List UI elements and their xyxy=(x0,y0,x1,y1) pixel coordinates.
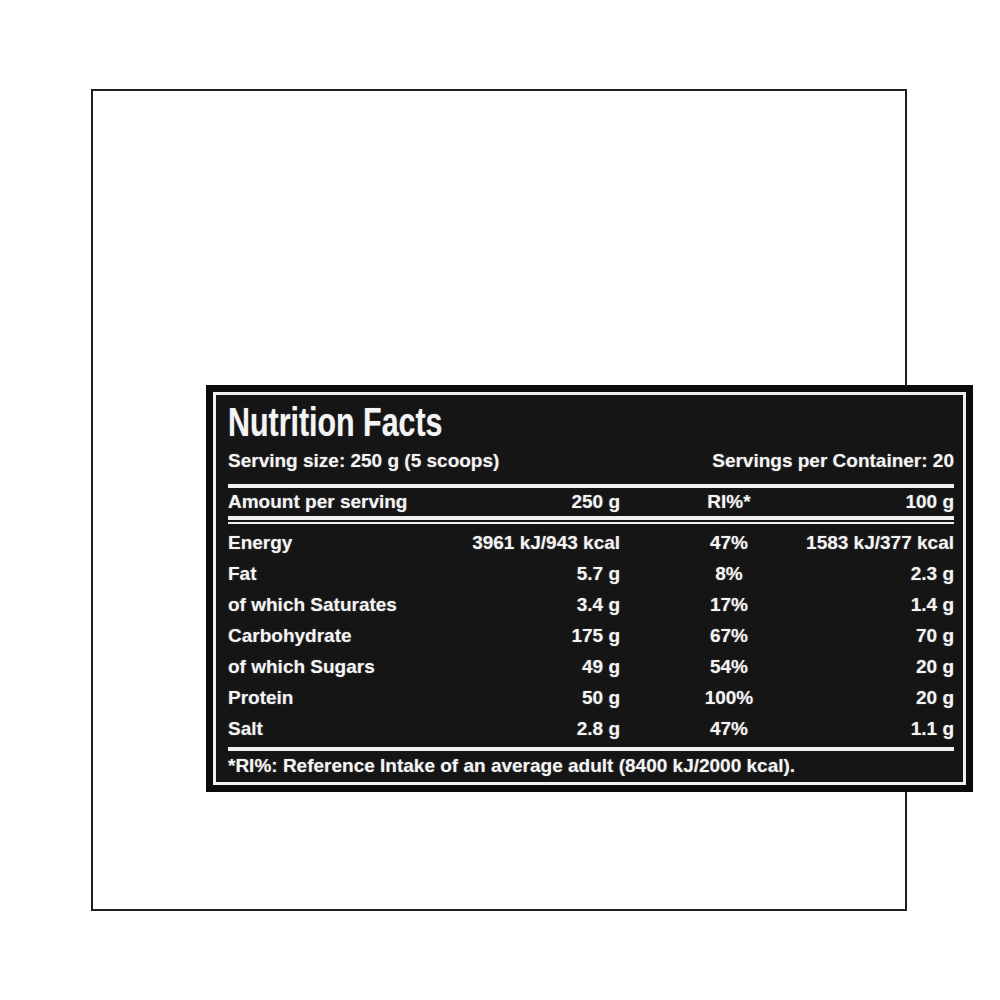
value-per-100g: 1.1 g xyxy=(911,713,954,744)
value-ri-percent: 67% xyxy=(710,620,748,651)
table-row-sugars: of which Sugars 49 g 54% 20 g xyxy=(228,651,954,682)
nutrient-rows: Energy 3961 kJ/943 kcal 47% 1583 kJ/377 … xyxy=(228,527,954,744)
value-per-serving: 49 g xyxy=(582,651,620,682)
table-row-protein: Protein 50 g 100% 20 g xyxy=(228,682,954,713)
header-per-100g: 100 g xyxy=(905,488,954,515)
table-row-energy: Energy 3961 kJ/943 kcal 47% 1583 kJ/377 … xyxy=(228,527,954,558)
servings-per-container-text: Servings per Container: 20 xyxy=(712,449,954,472)
value-per-serving: 175 g xyxy=(571,620,620,651)
value-ri-percent: 17% xyxy=(710,589,748,620)
nutrient-name: Salt xyxy=(228,713,263,744)
table-row-saturates: of which Saturates 3.4 g 17% 1.4 g xyxy=(228,589,954,620)
nutrition-facts-inner-frame: Nutrition Facts Serving size: 250 g (5 s… xyxy=(213,392,966,785)
nutrient-name: of which Sugars xyxy=(228,651,375,682)
serving-info-row: Serving size: 250 g (5 scoops) Servings … xyxy=(228,449,954,472)
header-amount-per-serving: Amount per serving xyxy=(228,488,407,515)
table-row-salt: Salt 2.8 g 47% 1.1 g xyxy=(228,713,954,744)
value-per-serving: 2.8 g xyxy=(577,713,620,744)
value-per-100g: 1583 kJ/377 kcal xyxy=(806,527,954,558)
table-header-row: Amount per serving 250 g RI%* 100 g xyxy=(228,488,954,515)
value-per-100g: 70 g xyxy=(916,620,954,651)
value-per-serving: 50 g xyxy=(582,682,620,713)
serving-size-text: Serving size: 250 g (5 scoops) xyxy=(228,449,499,472)
nutrient-name: Protein xyxy=(228,682,293,713)
nutrient-name: Energy xyxy=(228,527,292,558)
separator-double-under-header xyxy=(228,516,954,524)
page-frame: Nutrition Facts Serving size: 250 g (5 s… xyxy=(91,89,907,911)
value-ri-percent: 8% xyxy=(715,558,742,589)
table-row-carbohydrate: Carbohydrate 175 g 67% 70 g xyxy=(228,620,954,651)
value-per-serving: 3961 kJ/943 kcal xyxy=(472,527,620,558)
nutrient-name: Fat xyxy=(228,558,257,589)
value-per-100g: 1.4 g xyxy=(911,589,954,620)
value-per-100g: 2.3 g xyxy=(911,558,954,589)
footnote-text: *RI%: Reference Intake of an average adu… xyxy=(228,751,954,781)
value-per-serving: 5.7 g xyxy=(577,558,620,589)
value-ri-percent: 100% xyxy=(705,682,754,713)
value-per-serving: 3.4 g xyxy=(577,589,620,620)
nutrient-name: Carbohydrate xyxy=(228,620,352,651)
value-per-100g: 20 g xyxy=(916,682,954,713)
nutrition-facts-panel: Nutrition Facts Serving size: 250 g (5 s… xyxy=(206,385,973,792)
header-per-serving-250g: 250 g xyxy=(571,488,620,515)
value-ri-percent: 47% xyxy=(710,527,748,558)
table-row-fat: Fat 5.7 g 8% 2.3 g xyxy=(228,558,954,589)
header-ri-percent: RI%* xyxy=(707,488,750,515)
value-ri-percent: 54% xyxy=(710,651,748,682)
value-ri-percent: 47% xyxy=(710,713,748,744)
value-per-100g: 20 g xyxy=(916,651,954,682)
nutrition-facts-title: Nutrition Facts xyxy=(228,399,780,445)
nutrient-name: of which Saturates xyxy=(228,589,397,620)
